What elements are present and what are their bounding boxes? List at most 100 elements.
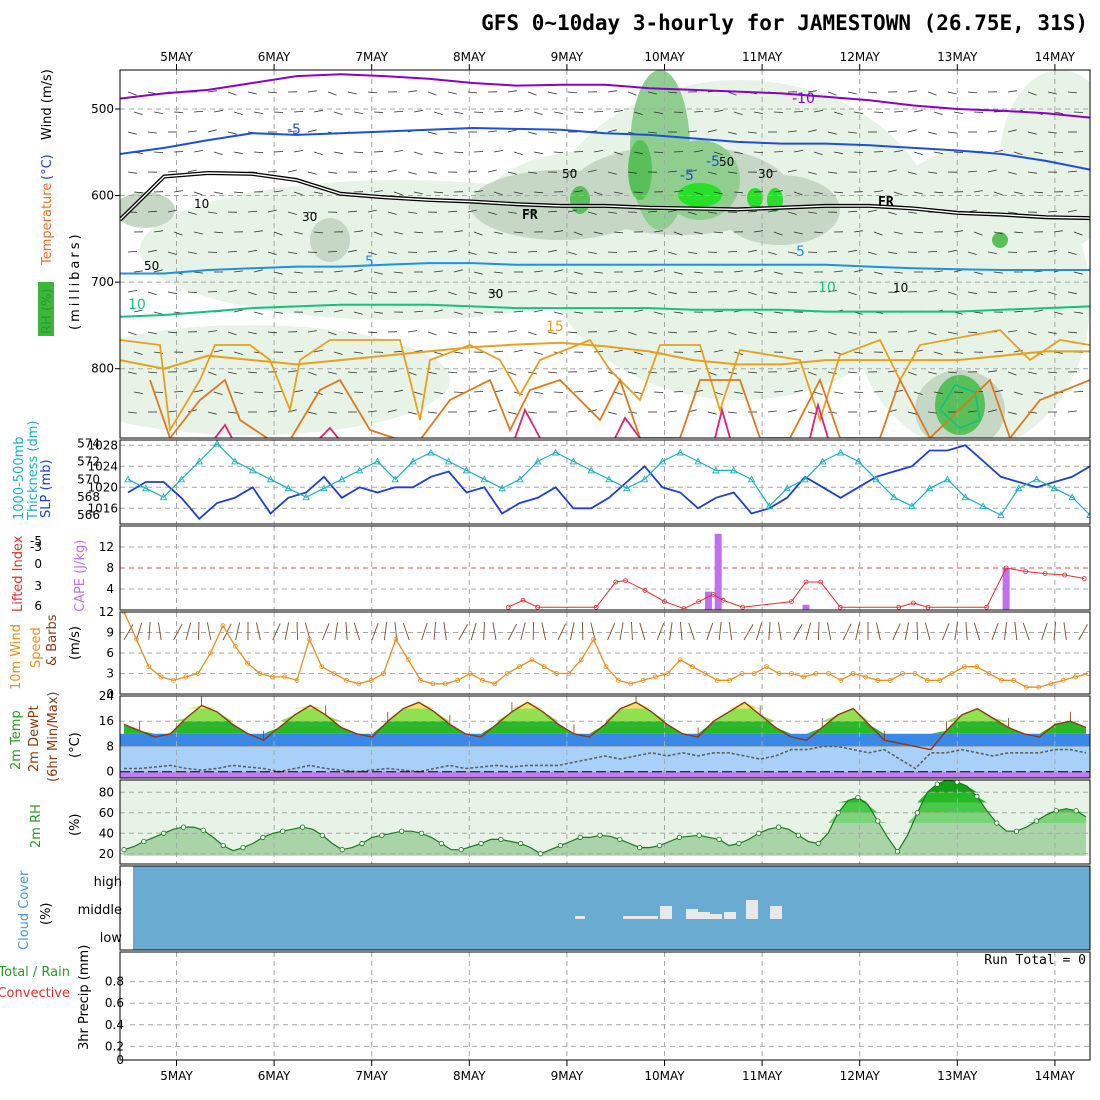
temp-ylabel-d: (°C) xyxy=(68,732,83,758)
wind-barb xyxy=(833,391,843,394)
wind-barb xyxy=(993,389,1003,393)
wind-barb xyxy=(153,391,164,393)
wind-barb xyxy=(167,209,177,213)
wind-barb xyxy=(593,150,603,153)
thickness-point xyxy=(694,457,702,465)
isotherm-line xyxy=(120,73,1090,119)
wind-tick-label: 0 xyxy=(106,687,114,701)
wind-barb xyxy=(627,251,638,253)
wind-barb xyxy=(813,349,823,353)
freezing-level-label: FR xyxy=(522,208,538,223)
rh-point xyxy=(478,840,484,847)
wind-speed-point xyxy=(517,664,522,670)
wind-barb xyxy=(227,331,237,336)
wind-barb xyxy=(773,311,783,314)
wind-barb xyxy=(427,331,437,336)
wind-barb xyxy=(753,269,763,273)
wind-barb xyxy=(913,151,923,156)
rh-shade xyxy=(747,188,763,208)
thickness-point xyxy=(373,457,382,465)
wind-barb xyxy=(805,622,812,641)
wind-speed-point xyxy=(826,671,831,676)
thickness-point xyxy=(729,466,738,474)
wind-barb xyxy=(1007,291,1018,293)
wind-barb xyxy=(367,209,377,213)
wind-barb xyxy=(713,151,723,156)
rh-point xyxy=(121,847,127,853)
wind-barb xyxy=(493,350,504,353)
wind-barb xyxy=(287,370,297,373)
lifted-index-point xyxy=(662,599,667,604)
rh-point xyxy=(974,793,980,799)
lifted-index-ylabel: Lifted Index xyxy=(11,535,26,612)
wind-barb xyxy=(1007,129,1017,133)
wind-barb xyxy=(197,621,200,641)
wind-barb xyxy=(813,391,823,395)
lifted-index-point xyxy=(505,604,511,610)
wind-barb xyxy=(673,231,683,236)
wind-barb xyxy=(787,169,797,173)
wind-barb xyxy=(1013,191,1023,195)
wind-barb xyxy=(607,171,617,175)
wind-speed-point xyxy=(467,671,473,676)
wind-barb xyxy=(353,111,363,114)
wind-speed-point xyxy=(912,671,918,676)
slp-tick-label: 1016 xyxy=(87,501,118,515)
wind-barb xyxy=(627,331,637,336)
wind-barb xyxy=(307,129,317,133)
wind-speed-point xyxy=(764,664,770,670)
wind-barb xyxy=(1067,251,1077,255)
wind-barb xyxy=(907,90,917,93)
rh-point xyxy=(1033,818,1040,824)
wind-barb xyxy=(247,331,257,335)
wind-barb xyxy=(253,269,263,273)
wind-barb xyxy=(627,171,637,174)
wind-barb xyxy=(547,371,558,374)
cloud-bar xyxy=(770,906,782,919)
isotherm-label: 5 xyxy=(796,244,805,260)
wind-speed-point xyxy=(962,664,967,670)
thickness-point xyxy=(1068,493,1076,501)
wind-barb xyxy=(887,130,897,133)
wind-speed-point xyxy=(1085,671,1090,676)
wind-barb xyxy=(133,270,143,273)
rh-ylabel-unit: (%) xyxy=(68,814,83,837)
date-tick-label: 9MAY xyxy=(551,50,584,64)
wind-barb xyxy=(973,231,983,236)
wind-barb xyxy=(453,111,463,114)
lifted-index-point xyxy=(925,604,931,610)
cloud-bar xyxy=(575,916,585,919)
wind-barb xyxy=(1073,391,1084,393)
wind-barb xyxy=(993,231,1003,235)
wind-barb xyxy=(347,249,357,253)
rh-point xyxy=(280,828,286,834)
rh-point xyxy=(161,830,167,836)
slp-yticks: 566 568 570 572 574 1016 1020 1024 1028 xyxy=(77,437,118,522)
wind-barb xyxy=(673,190,683,193)
wind-barb xyxy=(853,111,863,114)
wind-speed-point xyxy=(294,677,300,683)
thickness-point xyxy=(623,484,631,492)
wind-barb xyxy=(273,391,284,393)
wind-barb xyxy=(707,411,717,415)
wind-speed-point xyxy=(924,677,930,683)
wind-barb xyxy=(407,90,417,93)
wind-barb xyxy=(747,210,758,213)
wind-barb xyxy=(207,330,217,333)
isotherm-label: -5 xyxy=(287,122,301,138)
temp-ylabel-a: 2m Temp xyxy=(9,710,24,770)
wind-speed-point xyxy=(405,657,411,663)
thickness-point xyxy=(195,457,204,465)
temp-area-hot xyxy=(124,702,1086,722)
wind-barb xyxy=(647,91,657,95)
lifted-index-point xyxy=(837,604,843,610)
low-isotherm xyxy=(149,377,1090,438)
precip-tick-label: 0.2 xyxy=(105,1039,124,1053)
isotherm-label: 10 xyxy=(128,297,146,313)
wind-barb xyxy=(527,171,537,174)
wind-barb xyxy=(1022,622,1030,641)
date-tick-label: 11MAY xyxy=(742,50,783,64)
wind-barb xyxy=(467,331,478,334)
wind-barb xyxy=(767,331,778,334)
wind-barb xyxy=(393,231,403,235)
